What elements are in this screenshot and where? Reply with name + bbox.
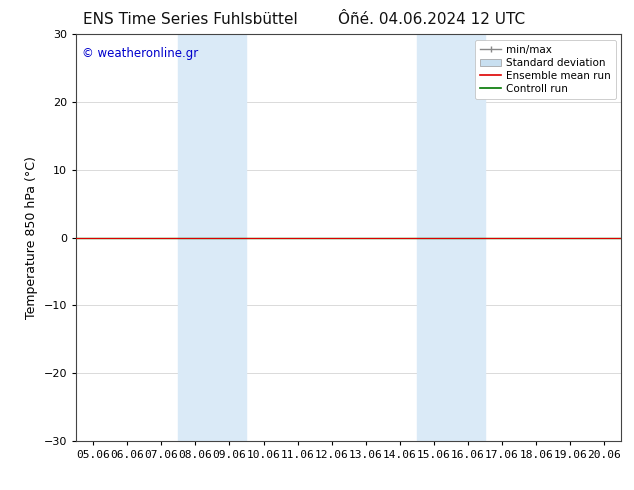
Bar bbox=[417, 34, 485, 441]
Text: Ôñé. 04.06.2024 12 UTC: Ôñé. 04.06.2024 12 UTC bbox=[337, 12, 525, 27]
Text: © weatheronline.gr: © weatheronline.gr bbox=[82, 47, 198, 59]
Y-axis label: Temperature 850 hPa (°C): Temperature 850 hPa (°C) bbox=[25, 156, 38, 319]
Bar bbox=[178, 34, 247, 441]
Text: ENS Time Series Fuhlsbüttel: ENS Time Series Fuhlsbüttel bbox=[83, 12, 297, 27]
Legend: min/max, Standard deviation, Ensemble mean run, Controll run: min/max, Standard deviation, Ensemble me… bbox=[475, 40, 616, 99]
